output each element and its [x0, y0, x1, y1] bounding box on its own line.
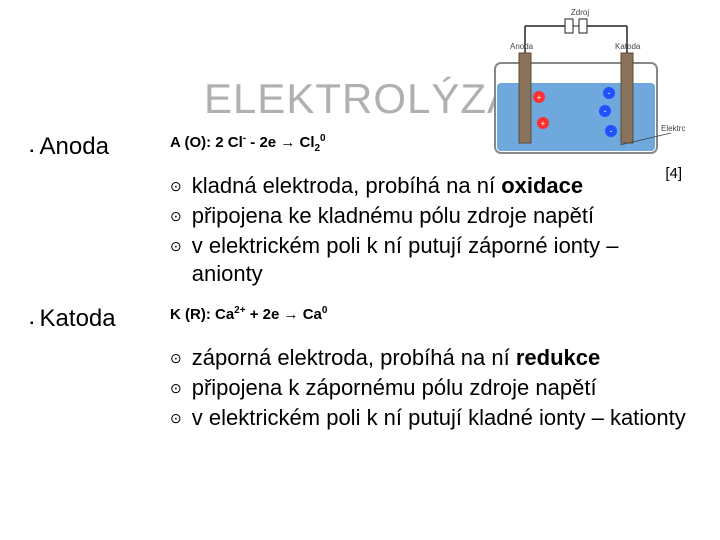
list-item-text: v elektrickém poli k ní putují záporné i… — [192, 232, 690, 287]
circle-bullet-icon: ⊙ — [170, 172, 182, 200]
bullet-dot-icon: ▪ — [30, 310, 34, 338]
anoda-label: Anoda — [40, 133, 109, 161]
list-item-text: připojena ke kladnému pólu zdroje napětí — [192, 202, 594, 230]
electrolysis-diagram: Zdroj Anoda Katoda + + - - — [475, 5, 685, 160]
diagram-label-elektrolyt: Elektrolyt — [661, 124, 685, 133]
list-item-text: připojena k zápornému pólu zdroje napětí — [192, 374, 597, 402]
diagram-label-anoda: Anoda — [510, 42, 534, 51]
circle-bullet-icon: ⊙ — [170, 404, 182, 432]
slide: Zdroj Anoda Katoda + + - - — [0, 0, 720, 540]
diagram-label-katoda: Katoda — [615, 42, 641, 51]
svg-text:-: - — [604, 106, 607, 116]
katoda-equation: K (R): Ca2+ + 2e → Ca0 — [170, 305, 690, 323]
reference-label: [4] — [665, 165, 682, 182]
list-item-text: záporná elektroda, probíhá na ní redukce — [192, 344, 601, 372]
list-item: ⊙ připojena k zápornému pólu zdroje napět… — [170, 374, 690, 402]
bullet-dot-icon: ▪ — [30, 138, 34, 166]
katoda-header: ▪ Katoda K (R): Ca2+ + 2e → Ca0 — [30, 305, 690, 338]
diagram-label-zdroj: Zdroj — [571, 8, 589, 17]
circle-bullet-icon: ⊙ — [170, 202, 182, 230]
katoda-bullets: ⊙ záporná elektroda, probíhá na ní redukc… — [170, 344, 690, 432]
list-item: ⊙ záporná elektroda, probíhá na ní redukc… — [170, 344, 690, 372]
list-item: ⊙ v elektrickém poli k ní putují záporné … — [170, 232, 690, 287]
content: ▪ Anoda A (O): 2 Cl- - 2e → Cl20 ⊙kladná… — [30, 133, 690, 432]
svg-text:-: - — [608, 88, 611, 98]
circle-bullet-icon: ⊙ — [170, 374, 182, 402]
list-item: ⊙ připojena ke kladnému pólu zdroje napět… — [170, 202, 690, 230]
circle-bullet-icon: ⊙ — [170, 232, 182, 260]
circle-bullet-icon: ⊙ — [170, 344, 182, 372]
svg-text:+: + — [537, 93, 542, 102]
svg-text:+: + — [541, 119, 546, 128]
svg-text:-: - — [610, 126, 613, 136]
anoda-bullets: ⊙ kladná elektroda, probíhá na ní oxidace… — [170, 172, 690, 287]
list-item: ⊙ kladná elektroda, probíhá na ní oxidace — [170, 172, 690, 200]
katoda-label: Katoda — [40, 305, 116, 333]
list-item: ⊙ v elektrickém poli k ní putují kladné i… — [170, 404, 690, 432]
list-item-text: kladná elektroda, probíhá na ní oxidace — [192, 172, 583, 200]
list-item-text: v elektrickém poli k ní putují kladné io… — [192, 404, 686, 432]
